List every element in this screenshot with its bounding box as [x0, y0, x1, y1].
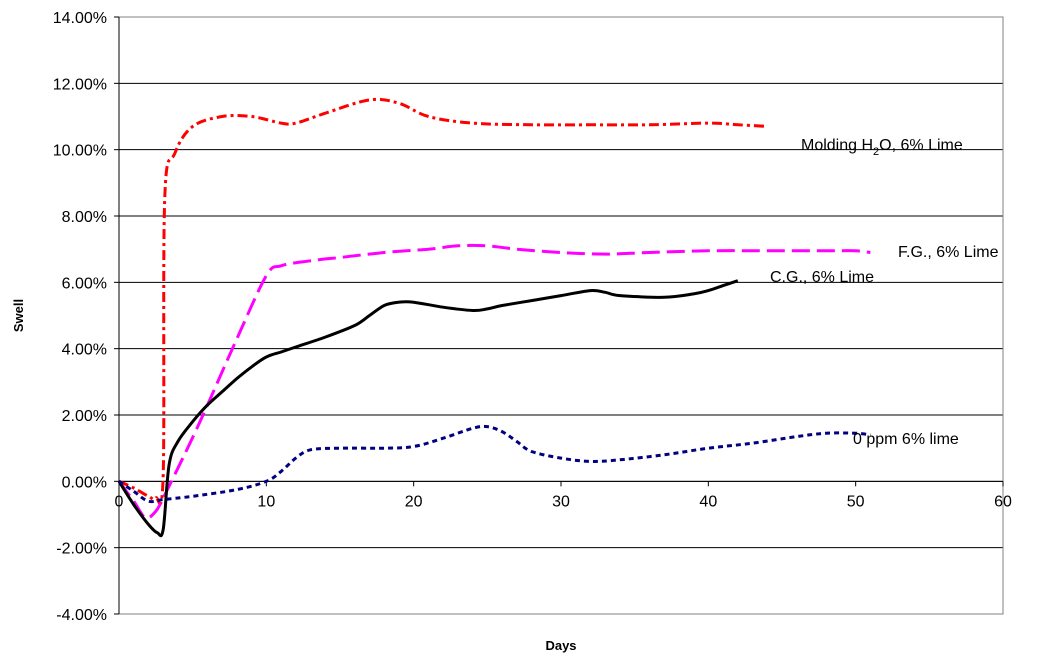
series-label-0: Molding H2O, 6% Lime: [801, 137, 963, 158]
y-tick-label: 6.00%: [62, 275, 107, 292]
x-tick-label: 50: [847, 493, 865, 510]
y-tick-label: 2.00%: [62, 408, 107, 425]
series-labels: Molding H2O, 6% Lime F.G., 6% Lime C.G., 6…: [770, 137, 999, 448]
x-tick-label: 10: [257, 493, 275, 510]
y-tick-label: -4.00%: [56, 607, 107, 624]
y-tick-label: 0.00%: [62, 474, 107, 491]
y-tick-label: 14.00%: [53, 10, 107, 27]
y-tick-label: 10.00%: [53, 143, 107, 160]
x-tick-label: 0: [115, 493, 124, 510]
series-line-3: [118, 424, 871, 504]
y-axis-title: Swell: [11, 299, 26, 332]
series-label-3: 0 ppm 6% lime: [853, 431, 959, 448]
series-label-1: F.G., 6% Lime: [898, 244, 999, 261]
series-line-0: [118, 97, 768, 506]
y-tick-label: 8.00%: [62, 209, 107, 226]
x-axis-title: Days: [545, 638, 576, 653]
x-tick-label: 20: [405, 493, 423, 510]
x-tick-label: 30: [552, 493, 570, 510]
x-tick-label: 60: [994, 493, 1012, 510]
y-tick-label: 12.00%: [53, 76, 107, 93]
y-tick-label: -2.00%: [56, 541, 107, 558]
x-tick-label: 40: [699, 493, 717, 510]
series: [117, 97, 871, 538]
series-label-2: C.G., 6% Lime: [770, 269, 874, 286]
series-line-1: [117, 243, 871, 520]
axes: -4.00% -2.00% 0.00% 2.00% 4.00% 6.00% 8.00% 10.…: [53, 10, 1012, 624]
series-line-2: [117, 279, 739, 538]
y-tick-label: 4.00%: [62, 342, 107, 359]
